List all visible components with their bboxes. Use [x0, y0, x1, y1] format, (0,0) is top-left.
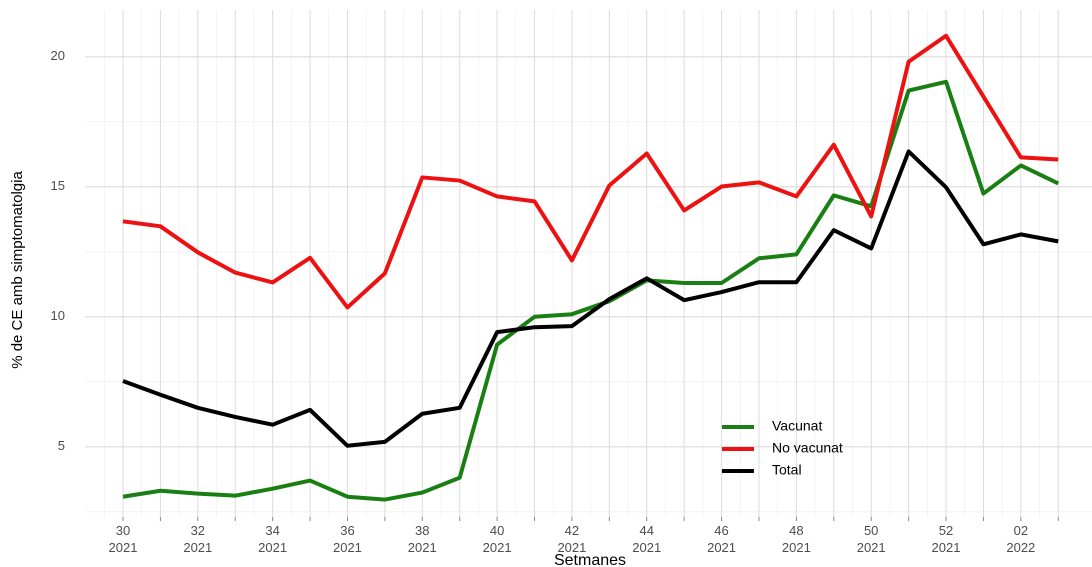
x-tick-label: 44 2021 [632, 523, 662, 555]
x-tick-label: 36 2021 [332, 523, 362, 555]
x-tick-label: 48 2021 [781, 523, 811, 555]
line-series [122, 79, 1060, 502]
y-tick-label: 15 [51, 178, 65, 193]
y-tick-label: 5 [58, 438, 65, 453]
x-tick-label: 02 2022 [1006, 523, 1036, 555]
y-axis-title: % de CE amb simptomatolgia [9, 171, 26, 369]
x-tick-label: 34 2021 [258, 523, 288, 555]
y-tick-label: 20 [51, 48, 65, 63]
x-tick-label: 52 2021 [931, 523, 961, 555]
x-tick-label: 42 2021 [557, 523, 587, 555]
legend-label: Total [772, 462, 802, 478]
x-tick-label: 40 2021 [482, 523, 512, 555]
line-series [122, 149, 1059, 448]
line-series [122, 33, 1059, 310]
legend-label: Vacunat [772, 418, 822, 434]
x-tick-label: 32 2021 [183, 523, 213, 555]
legend-label: No vacunat [772, 440, 843, 456]
x-axis-title: Setmanes [554, 552, 626, 567]
x-tick-label: 50 2021 [856, 523, 886, 555]
x-tick-label: 46 2021 [707, 523, 737, 555]
x-tick-label: 38 2021 [407, 523, 437, 555]
y-tick-label: 10 [51, 308, 65, 323]
x-tick-label: 30 2021 [108, 523, 138, 555]
